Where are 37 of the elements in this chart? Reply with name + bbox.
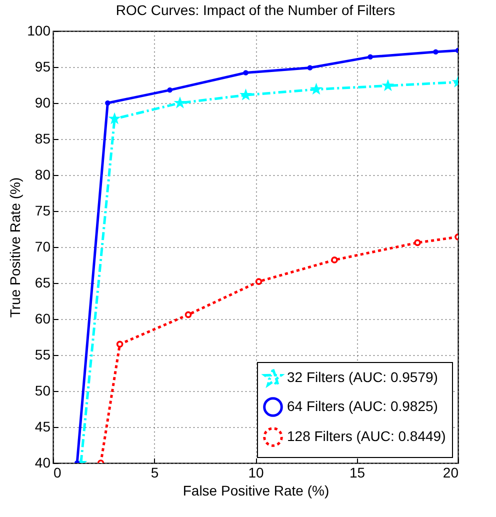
point bbox=[368, 54, 373, 60]
point bbox=[255, 278, 262, 285]
y-tick-label: 55 bbox=[34, 346, 51, 362]
chart-title: ROC Curves: Impact of the Number of Filters bbox=[116, 2, 396, 18]
y-tick-label: 50 bbox=[34, 382, 51, 398]
y-tick-label: 85 bbox=[34, 130, 51, 146]
y-tick-label: 75 bbox=[34, 202, 51, 218]
point bbox=[184, 311, 192, 318]
x-tick-label: 5 bbox=[150, 464, 159, 480]
point bbox=[243, 70, 248, 76]
y-tick-label: 80 bbox=[34, 166, 51, 182]
point bbox=[331, 256, 338, 264]
point bbox=[167, 87, 172, 93]
point bbox=[307, 65, 313, 70]
x-tick-label: 15 bbox=[349, 464, 366, 480]
point bbox=[116, 340, 124, 348]
y-tick-label: 95 bbox=[34, 58, 51, 74]
y-axis-title: True Positive Rate (%) bbox=[7, 177, 24, 318]
point bbox=[433, 49, 438, 55]
y-tick-label: 40 bbox=[34, 454, 51, 470]
y-tick-label: 100 bbox=[27, 22, 51, 38]
y-tick-label: 70 bbox=[34, 238, 51, 254]
y-tick-label: 60 bbox=[34, 310, 51, 326]
point bbox=[414, 239, 421, 246]
x-tick-label: 10 bbox=[248, 464, 264, 480]
y-tick-label: 90 bbox=[34, 94, 51, 110]
legend-label: 32 Filters (AUC: 0.9579) bbox=[287, 369, 438, 385]
point bbox=[175, 98, 185, 108]
legend-label: 128 Filters (AUC: 0.8449) bbox=[287, 428, 446, 444]
point bbox=[383, 80, 393, 90]
x-tick-label: 0 bbox=[54, 464, 62, 480]
x-axis-title: False Positive Rate (%) bbox=[182, 482, 330, 498]
point bbox=[105, 100, 110, 106]
y-tick-label: 45 bbox=[34, 418, 51, 434]
legend-label: 64 Filters (AUC: 0.9825) bbox=[287, 398, 438, 414]
x-tick-label: 20 bbox=[442, 464, 459, 480]
y-tick-label: 65 bbox=[34, 274, 51, 290]
